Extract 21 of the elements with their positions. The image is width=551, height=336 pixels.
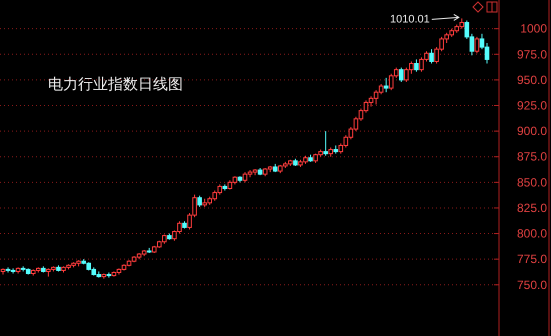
candlestick — [474, 36, 480, 54]
y-tick-label: 775.0 — [516, 252, 548, 266]
y-tick-label: 875.0 — [516, 150, 548, 164]
candlestick — [197, 195, 202, 208]
y-tick-label: 975.0 — [516, 47, 548, 62]
y-tick-label: 950.0 — [516, 72, 548, 87]
candlestick — [429, 48, 434, 64]
candlestick — [384, 77, 388, 93]
y-tick-label: 850.0 — [516, 175, 548, 190]
annotation: 1010.01 — [390, 13, 430, 26]
y-tick-label: 925.0 — [516, 98, 548, 113]
candlestick — [414, 58, 419, 72]
candlestick — [328, 147, 334, 158]
candlestick — [398, 67, 404, 82]
y-tick-label: 900.0 — [516, 124, 548, 138]
candlestick — [323, 130, 328, 156]
y-tick-label: 825.0 — [516, 200, 548, 215]
y-tick-label: 800.0 — [516, 226, 548, 241]
y-tick-label: 1000 — [520, 22, 548, 36]
text: 电力行业指数日线图 — [48, 75, 183, 93]
y-tick-label: 750.0 — [516, 278, 548, 292]
